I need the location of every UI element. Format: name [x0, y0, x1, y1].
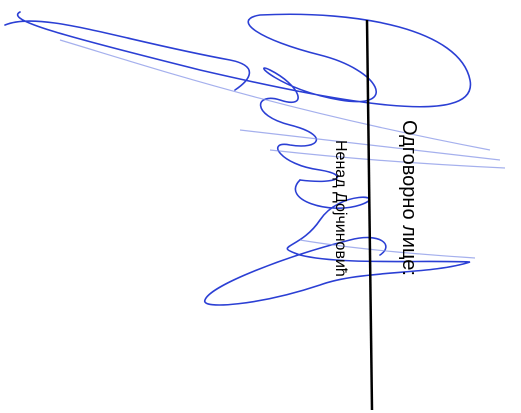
- signature: [4, 11, 506, 306]
- signature-stroke: [204, 179, 471, 306]
- signature-stroke: [16, 11, 472, 183]
- signature-line: [365, 19, 374, 411]
- signer-name: Ненад Дојчиновић: [332, 140, 349, 277]
- signature-stroke: [59, 39, 506, 259]
- signature-stroke: [4, 20, 251, 91]
- label: Одговорно лице:: [398, 120, 420, 276]
